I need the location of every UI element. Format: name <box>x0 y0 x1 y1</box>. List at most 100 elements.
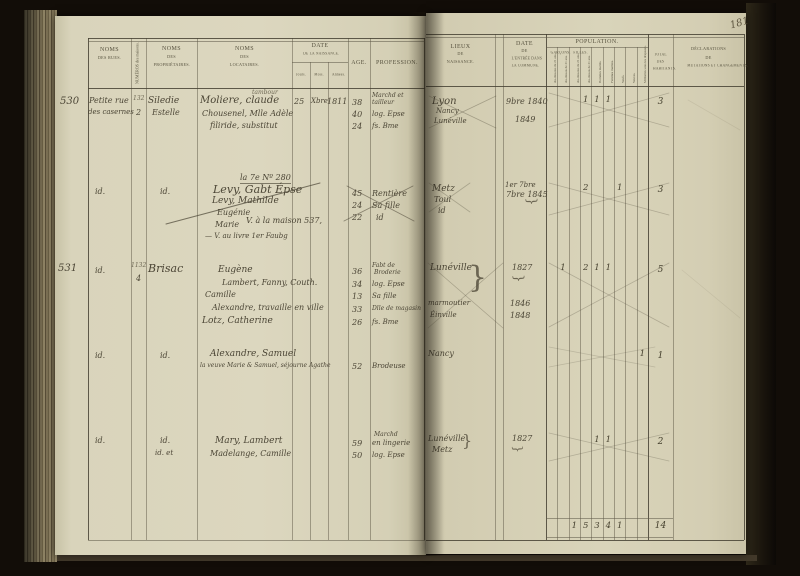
col-header-numeros: NUMÉROS des maisons. <box>136 42 141 84</box>
owner-idem: id. <box>160 436 171 445</box>
profession: id <box>376 213 384 222</box>
tenant-name: Mary, Lambert <box>215 436 283 446</box>
tenant-name: Moliere, claude <box>200 95 280 106</box>
birth-year: 1811 <box>327 97 348 106</box>
owner-name: Brisac <box>148 262 184 275</box>
table-line <box>146 38 147 540</box>
table-line <box>426 34 744 35</box>
table-line <box>546 34 547 540</box>
age-value: 34 <box>352 280 363 289</box>
entry-date: 7bre 1845 <box>506 190 548 199</box>
tenant-note: la veuve Marie & Samuel, séjourne Agathe <box>200 362 331 369</box>
table-line <box>591 47 592 540</box>
ink-brace: } <box>523 197 539 206</box>
col-header-total: TOTAL <box>654 53 667 57</box>
profession: tailleur <box>372 99 395 106</box>
table-line <box>637 47 638 540</box>
birthplace: Lunéville <box>428 434 466 443</box>
entry-date: 9bre 1840 <box>506 97 548 106</box>
cross-reference-note: V. à la maison 537, <box>246 216 322 225</box>
street-name: Petite rue <box>89 96 129 105</box>
col-header-pop-sub: Veufs. <box>622 74 626 83</box>
col-header-rues: NOMS <box>100 47 119 53</box>
table-line <box>426 86 744 87</box>
entry-date: 1er 7bre <box>505 181 536 189</box>
table-line <box>88 38 425 39</box>
col-header-pop-sub: Militaires sous les drapeaux. <box>644 45 648 83</box>
table-line <box>88 88 425 89</box>
row-number: 531 <box>58 263 78 274</box>
table-line <box>88 38 89 540</box>
age-value: 40 <box>352 110 363 119</box>
col-header-proprietaires: DES <box>167 55 176 60</box>
birthplace: Nancy <box>436 107 459 115</box>
entry-date: 1827 <box>512 434 533 443</box>
table-line <box>426 36 744 38</box>
population-total: 3 <box>657 185 664 195</box>
profession: Rentière <box>372 189 407 198</box>
house-number-old: 1132 <box>131 262 147 269</box>
col-header-entree: L'ENTRÉE DANS <box>511 57 543 61</box>
age-value: 22 <box>352 213 363 222</box>
col-header-jours: Jours. <box>296 73 306 77</box>
table-line <box>614 47 615 540</box>
col-header-date-naissance: DE LA NAISSANCE. <box>303 52 340 56</box>
table-line <box>569 47 570 540</box>
table-line <box>673 34 674 540</box>
col-header-locataires: DES <box>240 55 249 60</box>
table-line <box>744 34 745 540</box>
age-value: 24 <box>352 122 363 131</box>
owner-idem: id. et <box>155 449 174 457</box>
table-line <box>625 47 626 540</box>
population-grand-total: 14 <box>654 521 667 531</box>
col-header-total: DES <box>656 60 665 64</box>
profession: fs. Bme <box>372 318 399 326</box>
col-header-total: HABITANTS. <box>653 67 677 71</box>
street-name: des casernes <box>88 108 134 116</box>
population-total: 3 <box>657 97 664 107</box>
col-header-locataires: NOMS <box>235 46 254 52</box>
birthplace: Nancy <box>428 349 454 358</box>
owner-idem: id. <box>160 351 171 360</box>
table-line <box>197 38 198 540</box>
table-line <box>310 62 311 540</box>
ink-brace: } <box>468 260 488 295</box>
table-line <box>603 47 604 540</box>
table-line <box>580 47 581 540</box>
table-line <box>495 34 496 540</box>
tenant-name: Lambert, Fanny, Couth. <box>222 278 318 287</box>
birth-month: Xbre <box>311 97 328 105</box>
age-value: 26 <box>352 318 363 327</box>
col-header-declarations: MUTATIONS ET CHANGEMENTS. <box>687 64 748 68</box>
book-cover-right-edge <box>746 3 776 565</box>
table-line <box>546 537 673 538</box>
col-header-declarations: DÉCLARATIONS <box>690 47 727 52</box>
owner-name: Siledie <box>148 96 180 106</box>
profession: Broderie <box>374 269 401 276</box>
left-page: NOMS DES RUES. NUMÉROS des maisons. NOMS… <box>55 16 426 555</box>
profession: Sa fille <box>372 292 397 300</box>
birthplace: Metz <box>432 445 453 454</box>
age-value: 13 <box>352 292 363 301</box>
tenant-name: Alexandre, travaille en ville <box>212 303 324 312</box>
birthplace: marmoutier <box>428 299 471 307</box>
age-value: 38 <box>352 98 363 107</box>
profession: Dlle de magasin <box>372 305 421 312</box>
ink-brace: } <box>510 274 526 283</box>
table-line <box>88 540 425 541</box>
col-header-profession: PROFESSION. <box>376 60 418 66</box>
owner-idem: id. <box>160 187 171 196</box>
house-number: 4 <box>136 274 142 283</box>
birthplace: Lunéville <box>430 263 472 273</box>
right-page: LIEUX DE NAISSANCE. DATE DE L'ENTRÉE DAN… <box>426 13 748 554</box>
entry-date: 1848 <box>510 311 531 320</box>
tenant-name: Levy, Mathilde <box>212 196 279 206</box>
age-value: 45 <box>352 189 363 198</box>
tenant-name: Marie <box>215 220 240 229</box>
profession: log. Epse <box>372 280 405 288</box>
col-header-pop-sub: Au-dessous de 21 ans. <box>554 53 558 83</box>
col-header-pop-sub: Au-dessus de 21 ans. <box>588 55 592 83</box>
